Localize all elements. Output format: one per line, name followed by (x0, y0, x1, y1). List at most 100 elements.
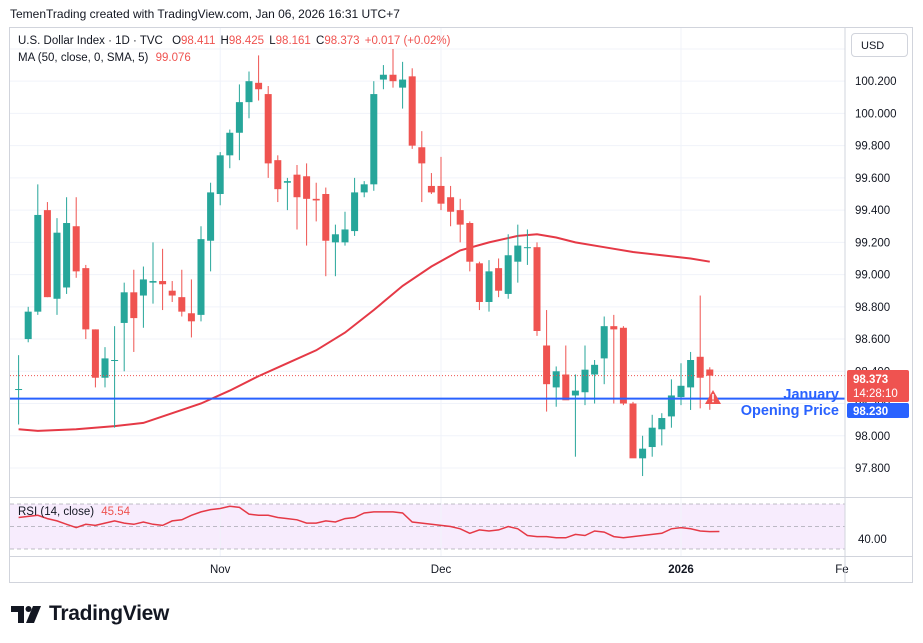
candle-body (303, 176, 311, 199)
alert-icon[interactable] (705, 390, 721, 404)
candle (418, 131, 426, 203)
candle-body (427, 185, 435, 193)
y-tick-label: 99.400 (855, 205, 890, 217)
candle-body (226, 132, 234, 156)
chart-credit: TemenTrading created with TradingView.co… (10, 7, 400, 21)
candle (370, 81, 378, 191)
candle-body (72, 226, 80, 272)
last-price-tag: 98.373 14:28:10 (847, 370, 909, 402)
candle (72, 197, 80, 278)
y-tick-label: 99.800 (855, 141, 890, 153)
rsi-legend: RSI (14, close) 45.54 (18, 506, 130, 518)
tradingview-logo[interactable]: TradingView (11, 601, 169, 627)
candle (245, 71, 253, 119)
candle (82, 264, 90, 340)
candle-body (274, 160, 282, 190)
candle-body (389, 74, 397, 82)
candle (475, 261, 483, 311)
candle (53, 218, 61, 315)
candle (226, 129, 234, 169)
y-tick-label: 99.200 (855, 237, 890, 249)
candle (187, 279, 195, 338)
annotation: January Opening Price (741, 387, 839, 419)
x-tick-label: Fe (835, 564, 848, 576)
candle (283, 177, 291, 211)
annotation-line-2: Opening Price (741, 403, 839, 419)
candle (139, 266, 147, 328)
candle (101, 347, 109, 388)
candle (571, 374, 579, 457)
x-tick-label: Dec (431, 564, 452, 576)
candle (408, 68, 416, 149)
candle (168, 281, 176, 302)
candle (427, 173, 435, 195)
candle (15, 355, 23, 425)
candle-body (523, 247, 531, 249)
y-tick-label: 99.000 (855, 270, 890, 282)
candle (562, 345, 570, 401)
candle-body (658, 418, 666, 430)
candle-body (418, 147, 426, 164)
candle-body (571, 390, 579, 396)
candle (629, 401, 637, 459)
y-tick-label: 97.800 (855, 463, 890, 475)
candle (312, 182, 320, 222)
candle-body (283, 181, 291, 183)
candle-body (466, 223, 474, 262)
candle-body (514, 245, 522, 262)
candle (216, 152, 224, 206)
candle-body (351, 192, 359, 232)
rsi-pane (10, 503, 845, 550)
candle-body (82, 268, 90, 330)
candle-body (34, 214, 42, 312)
open-value: 98.411 (181, 35, 216, 47)
level-price-value: 98.230 (853, 406, 888, 418)
change-value: +0.017 (+0.02%) (364, 35, 451, 47)
candle (34, 184, 42, 315)
candle-body (379, 74, 387, 80)
moving-average (18, 233, 710, 432)
candle-body (130, 292, 138, 319)
close-value: 98.373 (324, 35, 360, 47)
candle (293, 164, 301, 230)
candle-body (648, 427, 656, 448)
candle-body (216, 155, 224, 195)
symbol-name: U.S. Dollar Index · 1D · TVC (18, 35, 163, 47)
tradingview-logo-icon (11, 606, 41, 623)
close-label: C (316, 35, 325, 47)
candle-body (619, 327, 627, 404)
candle (331, 224, 339, 277)
y-tick-label: 100.000 (855, 108, 897, 120)
y-tick-label: 98.800 (855, 302, 890, 314)
candle-body (581, 369, 589, 393)
candle (495, 258, 503, 298)
candle (43, 202, 51, 298)
candle (130, 269, 138, 352)
candle (466, 221, 474, 272)
y-tick-label: 98.600 (855, 334, 890, 346)
ma-value: 99.076 (155, 52, 191, 64)
candle-body (687, 360, 695, 388)
candle (456, 198, 464, 243)
low-label: L (269, 35, 276, 47)
countdown-timer: 14:28:10 (853, 388, 898, 400)
last-price-value: 98.373 (853, 374, 888, 386)
candle-body (197, 239, 205, 315)
tradingview-brand: TradingView (49, 602, 170, 625)
candle (648, 414, 656, 457)
symbol-legend: U.S. Dollar Index · 1D · TVC O98.411 H98… (18, 35, 450, 47)
candle-body (543, 345, 551, 385)
rsi-label: RSI (14, close) (18, 506, 95, 518)
candle-body (312, 198, 320, 201)
candle (197, 226, 205, 322)
candle (207, 182, 215, 272)
low-value: 98.161 (275, 35, 311, 47)
high-label: H (220, 35, 229, 47)
candle (351, 177, 359, 236)
candle-body (485, 271, 493, 302)
candle-body (101, 358, 109, 378)
ma-label: MA (50, close, 0, SMA, 5) (18, 52, 149, 64)
candle-body (456, 210, 464, 225)
currency-button[interactable]: USD (851, 33, 908, 57)
